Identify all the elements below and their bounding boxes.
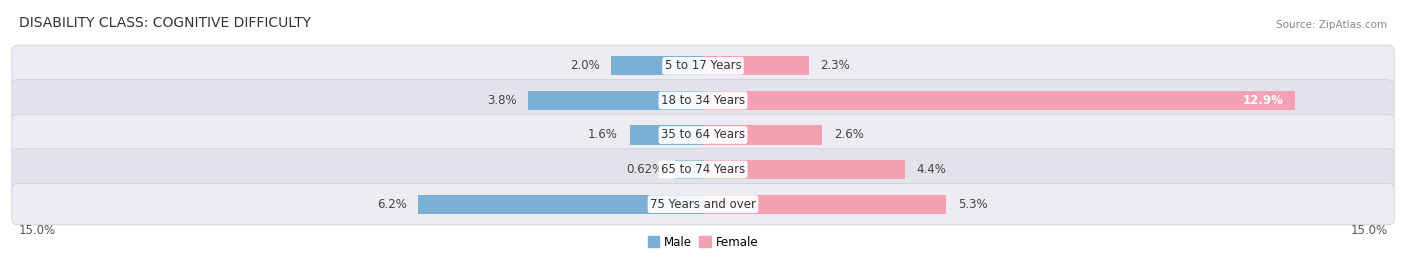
Text: 12.9%: 12.9% bbox=[1243, 94, 1284, 107]
Text: 2.6%: 2.6% bbox=[834, 129, 863, 141]
Text: 5 to 17 Years: 5 to 17 Years bbox=[665, 59, 741, 72]
Text: 2.0%: 2.0% bbox=[569, 59, 599, 72]
Text: 3.8%: 3.8% bbox=[488, 94, 517, 107]
Bar bbox=[630, 126, 703, 144]
Bar bbox=[612, 56, 703, 75]
Text: 2.3%: 2.3% bbox=[820, 59, 849, 72]
Text: 0.62%: 0.62% bbox=[626, 163, 664, 176]
FancyBboxPatch shape bbox=[11, 80, 1395, 121]
FancyBboxPatch shape bbox=[11, 149, 1395, 190]
Text: 5.3%: 5.3% bbox=[957, 198, 987, 211]
FancyBboxPatch shape bbox=[11, 45, 1395, 87]
Text: 1.6%: 1.6% bbox=[588, 129, 619, 141]
Text: DISABILITY CLASS: COGNITIVE DIFFICULTY: DISABILITY CLASS: COGNITIVE DIFFICULTY bbox=[18, 16, 311, 30]
Bar bbox=[529, 91, 703, 110]
Bar bbox=[703, 56, 808, 75]
Text: 15.0%: 15.0% bbox=[18, 224, 56, 237]
Bar bbox=[703, 126, 823, 144]
FancyBboxPatch shape bbox=[11, 183, 1395, 225]
Bar bbox=[703, 195, 946, 214]
Bar bbox=[703, 160, 905, 179]
FancyBboxPatch shape bbox=[11, 114, 1395, 156]
Bar bbox=[675, 160, 703, 179]
Text: Source: ZipAtlas.com: Source: ZipAtlas.com bbox=[1277, 20, 1388, 30]
Text: 35 to 64 Years: 35 to 64 Years bbox=[661, 129, 745, 141]
Text: 15.0%: 15.0% bbox=[1350, 224, 1388, 237]
Text: 18 to 34 Years: 18 to 34 Years bbox=[661, 94, 745, 107]
Legend: Male, Female: Male, Female bbox=[643, 231, 763, 254]
Text: 75 Years and over: 75 Years and over bbox=[650, 198, 756, 211]
Text: 6.2%: 6.2% bbox=[377, 198, 406, 211]
Text: 4.4%: 4.4% bbox=[917, 163, 946, 176]
Bar bbox=[418, 195, 703, 214]
Text: 65 to 74 Years: 65 to 74 Years bbox=[661, 163, 745, 176]
Bar bbox=[703, 91, 1295, 110]
